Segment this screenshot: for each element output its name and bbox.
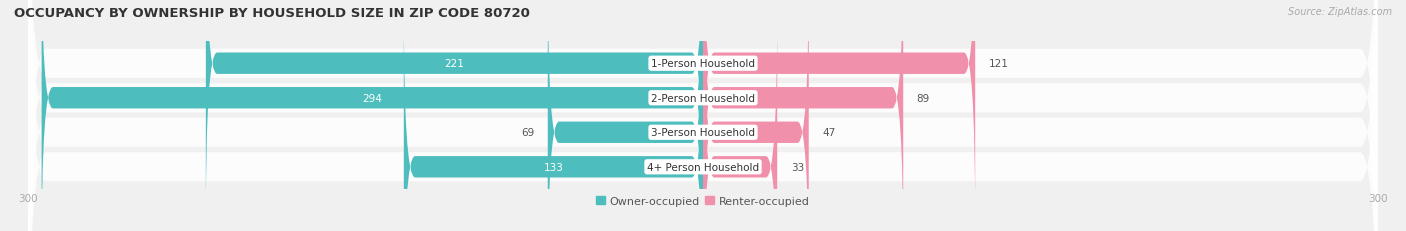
Text: 4+ Person Household: 4+ Person Household (647, 162, 759, 172)
Text: 1-Person Household: 1-Person Household (651, 59, 755, 69)
Text: 2-Person Household: 2-Person Household (651, 93, 755, 103)
Text: 47: 47 (823, 128, 835, 138)
Text: 121: 121 (988, 59, 1008, 69)
FancyBboxPatch shape (703, 0, 808, 231)
FancyBboxPatch shape (548, 0, 703, 231)
FancyBboxPatch shape (42, 0, 703, 231)
Text: 3-Person Household: 3-Person Household (651, 128, 755, 138)
FancyBboxPatch shape (28, 0, 1378, 231)
Text: 221: 221 (444, 59, 464, 69)
FancyBboxPatch shape (703, 0, 903, 231)
Text: 33: 33 (790, 162, 804, 172)
Text: 89: 89 (917, 93, 929, 103)
Text: 294: 294 (363, 93, 382, 103)
FancyBboxPatch shape (205, 0, 703, 225)
FancyBboxPatch shape (28, 0, 1378, 231)
Text: Source: ZipAtlas.com: Source: ZipAtlas.com (1288, 7, 1392, 17)
Text: OCCUPANCY BY OWNERSHIP BY HOUSEHOLD SIZE IN ZIP CODE 80720: OCCUPANCY BY OWNERSHIP BY HOUSEHOLD SIZE… (14, 7, 530, 20)
Text: 69: 69 (522, 128, 534, 138)
FancyBboxPatch shape (28, 0, 1378, 231)
FancyBboxPatch shape (703, 0, 976, 225)
Text: 133: 133 (544, 162, 564, 172)
FancyBboxPatch shape (28, 0, 1378, 231)
FancyBboxPatch shape (703, 6, 778, 231)
FancyBboxPatch shape (404, 6, 703, 231)
Legend: Owner-occupied, Renter-occupied: Owner-occupied, Renter-occupied (592, 191, 814, 210)
